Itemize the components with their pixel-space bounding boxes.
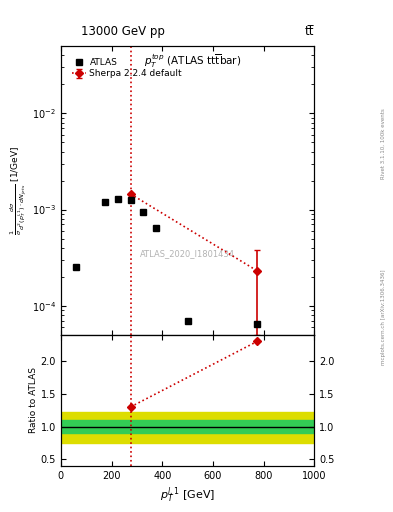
ATLAS	[255, 321, 260, 327]
Text: $p_T^{top}$ (ATLAS tt$\overline{\rm t}$bar): $p_T^{top}$ (ATLAS tt$\overline{\rm t}$b…	[144, 52, 241, 70]
ATLAS	[185, 317, 190, 324]
ATLAS	[74, 264, 79, 270]
Text: ATLAS_2020_I1801434: ATLAS_2020_I1801434	[140, 249, 235, 259]
ATLAS	[116, 196, 120, 202]
ATLAS	[103, 199, 108, 205]
ATLAS	[154, 224, 158, 230]
X-axis label: $p_T^{l,1}$ [GeV]: $p_T^{l,1}$ [GeV]	[160, 486, 215, 506]
Line: ATLAS: ATLAS	[73, 196, 261, 327]
ATLAS	[141, 208, 146, 215]
Legend: ATLAS, Sherpa 2.2.4 default: ATLAS, Sherpa 2.2.4 default	[70, 56, 184, 80]
Text: tt̅: tt̅	[305, 26, 314, 38]
Text: mcplots.cern.ch [arXiv:1306.3436]: mcplots.cern.ch [arXiv:1306.3436]	[381, 270, 386, 365]
Y-axis label: $\frac{1}{\sigma}\frac{d\sigma}{d^2(p_T^{l,1})\cdot dN_{jets}}$ [1/GeV]: $\frac{1}{\sigma}\frac{d\sigma}{d^2(p_T^…	[9, 146, 29, 235]
Bar	[61, 420, 314, 433]
Bar	[61, 412, 314, 443]
ATLAS	[128, 197, 133, 203]
Text: 13000 GeV pp: 13000 GeV pp	[81, 26, 164, 38]
Y-axis label: Ratio to ATLAS: Ratio to ATLAS	[29, 367, 38, 433]
Text: Rivet 3.1.10, 100k events: Rivet 3.1.10, 100k events	[381, 108, 386, 179]
